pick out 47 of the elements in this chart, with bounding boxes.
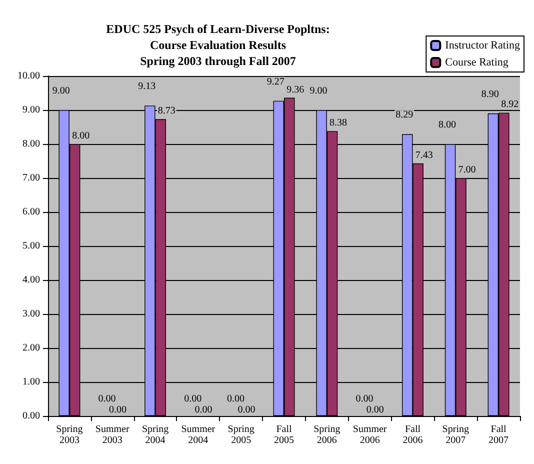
x-tick-label: Summer 2003 (95, 424, 130, 446)
data-label: 7.43 (415, 150, 433, 161)
y-tick-label: 8.00 (22, 138, 40, 150)
y-tick-label: 7.00 (22, 172, 40, 184)
data-label: 0.00 (238, 404, 256, 416)
data-label: 0.00 (194, 404, 212, 416)
data-label: 8.92 (501, 99, 519, 110)
data-label: 7.00 (458, 164, 476, 176)
data-label: 9.13 (138, 81, 156, 92)
y-tick-label: 5.00 (22, 240, 40, 252)
legend-label: Instructor Rating (445, 40, 520, 52)
data-label: 8.29 (396, 110, 414, 121)
data-label: 0.00 (356, 394, 374, 404)
chart-title: EDUC 525 Psych of Learn-Diverse Popltns: Course Evaluation Results Spring 2003 through Fall 2007 (106, 22, 330, 68)
x-tick-label: Spring 2007 (442, 424, 469, 446)
y-tick-label: 10.00 (18, 70, 40, 82)
data-label: 8.73 (158, 106, 176, 117)
x-tick-label: Fall 2006 (402, 424, 423, 446)
data-label: 8.00 (72, 130, 90, 142)
y-tick-label: 9.00 (22, 104, 40, 116)
x-tick-label: Spring 2005 (228, 424, 254, 446)
data-label: 0.00 (98, 394, 116, 404)
x-tick-label: Spring 2004 (142, 424, 169, 446)
y-tick-label: 4.00 (22, 274, 40, 286)
legend-label: Course Rating (445, 56, 509, 68)
data-label: 9.27 (266, 76, 284, 88)
data-label: 8.38 (330, 118, 348, 129)
y-tick-label: 3.00 (22, 308, 40, 320)
data-label: 8.90 (481, 88, 499, 100)
data-label: 0.00 (184, 394, 202, 404)
y-tick-label: 6.00 (22, 206, 40, 218)
x-tick-label: Spring 2006 (314, 424, 340, 446)
y-tick-label: 0.00 (22, 410, 40, 422)
data-label: 0.00 (366, 404, 384, 416)
data-label: 0.00 (108, 404, 126, 416)
y-tick-label: 1.00 (22, 376, 40, 388)
x-tick-label: Fall 2007 (488, 424, 509, 446)
x-tick-label: Spring 2003 (56, 424, 83, 446)
data-label: 9.00 (310, 86, 328, 96)
data-label: 9.00 (52, 86, 70, 96)
x-tick-label: Summer 2004 (181, 424, 216, 446)
y-tick-label: 2.00 (22, 342, 40, 354)
x-tick-label: Summer 2006 (352, 424, 388, 446)
data-label: 8.00 (438, 120, 456, 130)
data-label: 9.36 (286, 84, 304, 96)
data-label: 0.00 (226, 394, 244, 404)
x-tick-label: Fall 2005 (274, 424, 294, 446)
